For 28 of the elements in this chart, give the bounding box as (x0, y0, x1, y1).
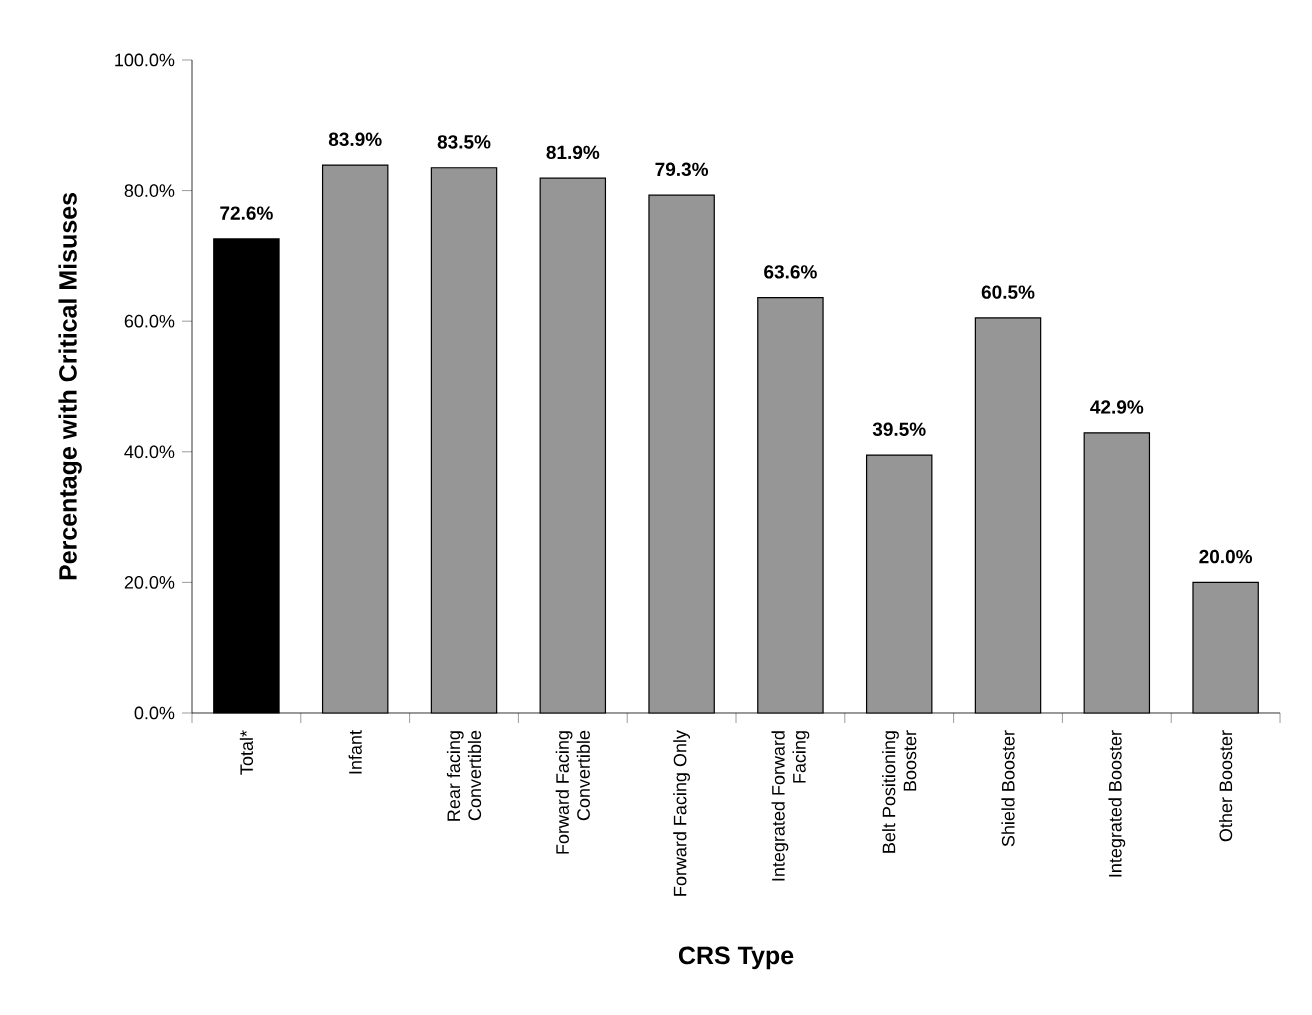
y-tick-label: 100.0% (115, 53, 175, 67)
x-tick-label: Shield Booster (1001, 730, 1015, 847)
data-label: 20.0% (1199, 549, 1253, 564)
data-label: 60.5% (981, 285, 1035, 299)
data-label: 72.6% (220, 206, 273, 220)
data-label: 81.9% (546, 145, 600, 160)
x-tick-label: Total* (239, 730, 254, 775)
y-tick-label: 0.0% (134, 706, 175, 720)
y-tick-label: 60.0% (124, 314, 175, 328)
x-tick-label: Infant (348, 730, 362, 774)
y-tick-label: 80.0% (124, 184, 175, 197)
data-label: 63.6% (764, 265, 817, 279)
x-tick-label: Belt Positioning Booster (882, 730, 917, 853)
data-label: 79.3% (655, 162, 709, 177)
x-tick-label: Integrated Forward Facing (771, 731, 810, 881)
x-axis-title: CRS Type (678, 946, 794, 970)
data-label: 39.5% (872, 422, 926, 436)
data-label: 42.9% (1090, 400, 1144, 414)
y-tick-label: 20.0% (124, 576, 175, 589)
x-tick-label: Other Booster (1219, 730, 1233, 842)
data-label: 83.5% (437, 135, 491, 149)
x-tick-label: Forward Facing Only (673, 730, 690, 896)
data-label: 83.9% (328, 132, 382, 147)
y-tick-label: 40.0% (124, 445, 175, 459)
x-tick-label: Integrated Booster (1108, 730, 1126, 877)
x-tick-label: Rear facing Convertible (446, 730, 482, 821)
y-axis-title: Percentage with Critical Misuses (58, 193, 82, 580)
x-tick-label: Forward Facing Convertible (555, 730, 590, 854)
